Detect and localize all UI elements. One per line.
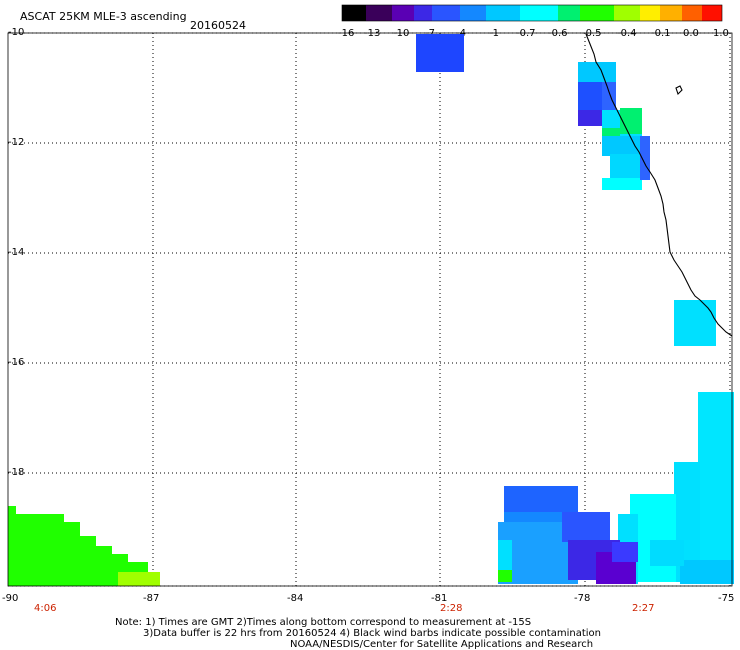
colorbar-swatch: [614, 5, 640, 21]
colorbar-tick: -7: [425, 28, 435, 39]
colorbar-swatch: [342, 5, 366, 21]
data-cell: [620, 108, 642, 134]
map-date: 20160524: [190, 19, 246, 32]
colorbar-tick: -0.7: [516, 28, 536, 39]
data-cell: [698, 392, 734, 582]
pass-time-label: 2:28: [440, 603, 463, 614]
colorbar-swatch: [392, 5, 414, 21]
colorbar-swatch: [460, 5, 486, 21]
data-cell: [96, 546, 112, 586]
x-tick-label: -75: [718, 593, 735, 604]
colorbar-tick: -16: [338, 28, 355, 39]
colorbar-tick: 0.0: [683, 28, 699, 39]
data-cell: [16, 514, 64, 586]
x-tick-label: -90: [2, 593, 19, 604]
data-cell: [602, 178, 642, 190]
note-line-1: Note: 1) Times are GMT 2)Times along bot…: [115, 617, 532, 628]
colorbar-tick: -10: [393, 28, 410, 39]
x-tick-label: -81: [431, 593, 448, 604]
data-cell: [674, 300, 716, 346]
colorbar-swatch: [558, 5, 580, 21]
colorbar-swatch: [366, 5, 392, 21]
pass-time-label: 4:06: [34, 603, 57, 614]
colorbar-swatch: [580, 5, 614, 21]
colorbar-swatch: [432, 5, 460, 21]
data-cell: [650, 540, 684, 566]
map-title: ASCAT 25KM MLE-3 ascending: [20, 10, 187, 23]
x-tick-label: -87: [143, 593, 160, 604]
note-line-2: 3)Data buffer is 22 hrs from 20160524 4)…: [143, 628, 601, 639]
data-cell: [680, 560, 734, 584]
data-cell: [498, 570, 512, 582]
data-cell: [602, 82, 616, 110]
data-cell: [578, 82, 604, 110]
data-cell: [8, 506, 16, 586]
colorbar: [341, 4, 723, 22]
data-cell: [416, 34, 464, 72]
colorbar-swatch: [414, 5, 432, 21]
x-tick-label: -84: [287, 593, 304, 604]
colorbar-swatch: [486, 5, 520, 21]
coastline: [585, 33, 733, 337]
colorbar-tick: -0.5: [582, 28, 602, 39]
x-tick-label: -78: [574, 593, 591, 604]
credit-line: NOAA/NESDIS/Center for Satellite Applica…: [290, 639, 594, 650]
colorbar-swatch: [660, 5, 682, 21]
wind-cells: [8, 34, 734, 586]
data-cell: [578, 62, 616, 82]
colorbar-tick: -0.6: [548, 28, 568, 39]
colorbar-tick: -0.4: [617, 28, 637, 39]
data-cell: [562, 512, 610, 542]
pass-time-label: 2:27: [632, 603, 655, 614]
data-cell: [612, 542, 638, 562]
colorbar-swatch: [640, 5, 660, 21]
data-cell: [504, 486, 578, 512]
map-frame: [7, 32, 733, 587]
colorbar-swatch: [682, 5, 702, 21]
data-cell: [118, 572, 160, 586]
data-cell: [498, 540, 512, 570]
colorbar-tick: -1: [489, 28, 499, 39]
data-cell: [610, 154, 642, 180]
colorbar-swatch: [702, 5, 722, 21]
colorbar-swatch: [520, 5, 558, 21]
data-cell: [64, 522, 80, 586]
data-cell: [640, 136, 650, 180]
data-cell: [80, 536, 96, 586]
data-cell: [578, 110, 602, 126]
